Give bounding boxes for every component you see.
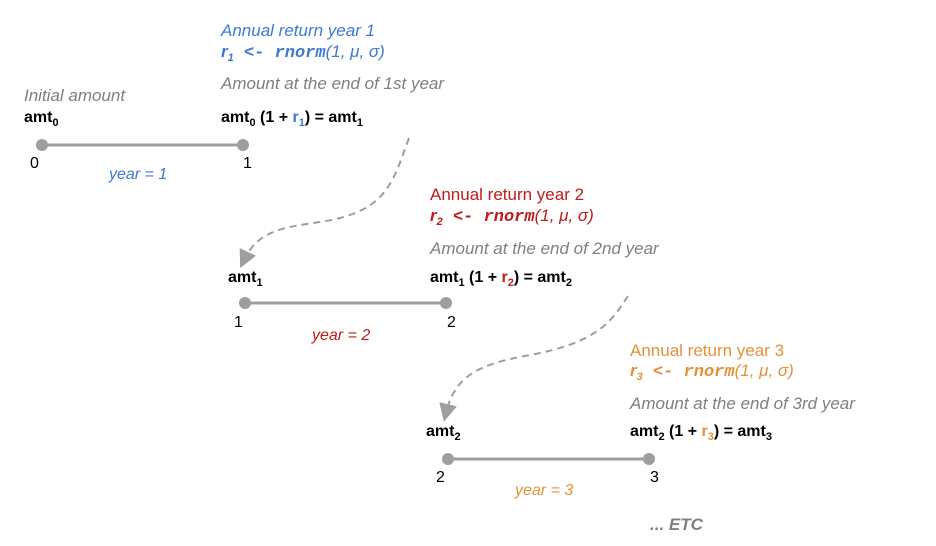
return-formula-3: r3 <- rnorm(1, μ, σ) — [630, 361, 794, 383]
end-caption-3: Amount at the end of 3rd year — [630, 394, 855, 413]
start-amount-2: amt1 — [228, 269, 263, 289]
return-title-2: Annual return year 2 — [430, 185, 585, 204]
growth-formula-3: amt2 (1 + r3) = amt3 — [630, 423, 772, 443]
timeline-point-3 — [643, 453, 655, 465]
start-amount-3: amt2 — [426, 423, 461, 443]
rnorm-args-1: (1, μ, σ) — [325, 42, 385, 61]
timeline-point-1b — [239, 297, 251, 309]
timeline-point-2b — [442, 453, 454, 465]
year-label-2: year = 2 — [312, 327, 371, 344]
r-sub-1: 1 — [227, 52, 234, 64]
growth-formula-2: amt1 (1 + r2) = amt2 — [430, 269, 572, 289]
end-caption-2: Amount at the end of 2nd year — [430, 239, 659, 258]
tick-label-2: 2 — [447, 314, 456, 331]
carry-arrow-1 — [239, 137, 410, 269]
tick-label-1: 1 — [243, 155, 252, 172]
return-formula-2: r2 <- rnorm(1, μ, σ) — [430, 206, 594, 228]
r-letter-1: r — [221, 42, 228, 61]
initial-amount-label: Initial amount — [24, 86, 126, 105]
carry-arrow-2 — [439, 295, 629, 422]
return-formula-1: r1 <- rnorm(1, μ, σ) — [221, 42, 385, 64]
year-label-3: year = 3 — [515, 482, 574, 499]
assign-arrow-1: <- — [233, 44, 275, 63]
tick-label-3: 3 — [650, 469, 659, 486]
tick-label-2b: 2 — [436, 469, 445, 486]
start-amount-1: amt0 — [24, 109, 59, 129]
rnorm-fn-1: rnorm — [274, 44, 326, 63]
timeline-point-2 — [440, 297, 452, 309]
tick-label-0: 0 — [30, 155, 39, 172]
return-title-3: Annual return year 3 — [630, 341, 785, 360]
end-caption-1: Amount at the end of 1st year — [221, 74, 445, 93]
growth-formula-1: amt0 (1 + r1) = amt1 — [221, 109, 363, 129]
tick-label-1b: 1 — [234, 314, 243, 331]
etc-label: ... ETC — [650, 515, 703, 534]
timeline-point-0 — [36, 139, 48, 151]
return-title-1: Annual return year 1 — [221, 21, 376, 40]
year-label-1: year = 1 — [109, 166, 168, 183]
timeline-point-1 — [237, 139, 249, 151]
